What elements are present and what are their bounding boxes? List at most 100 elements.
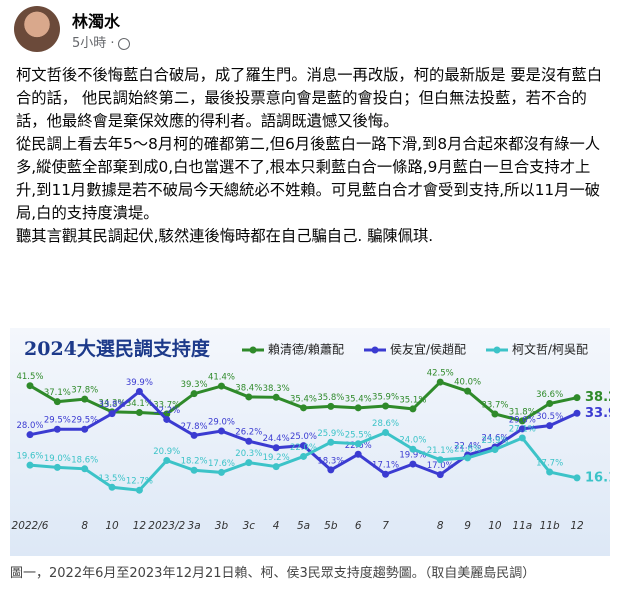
chart: 2024大選民調支持度 賴清德/賴蕭配 侯友宜/侯趙配 柯文哲/柯吳配 2022/6 8… xyxy=(10,328,610,556)
x-tick-label: 6 xyxy=(355,520,362,532)
data-label: 12.7% xyxy=(126,477,153,487)
data-point xyxy=(573,474,581,482)
data-point xyxy=(546,468,554,476)
data-label: 27.1% xyxy=(509,424,536,434)
data-point xyxy=(245,393,253,401)
data-point xyxy=(518,425,526,433)
data-label: 31.8% xyxy=(509,407,536,417)
data-point xyxy=(190,390,198,398)
data-point xyxy=(26,431,34,439)
data-point xyxy=(518,434,526,442)
timestamp[interactable]: 5小時 · xyxy=(72,32,130,51)
data-point xyxy=(464,387,472,395)
x-tick-label: 10 xyxy=(488,520,502,532)
data-point xyxy=(382,429,390,437)
data-label: 23.9% xyxy=(481,436,508,446)
data-point xyxy=(518,417,526,425)
data-point xyxy=(382,402,390,410)
data-point xyxy=(53,398,61,406)
data-label: 24.0% xyxy=(399,436,426,446)
data-point xyxy=(300,404,307,412)
x-tick-label: 12 xyxy=(570,520,584,532)
data-point xyxy=(245,437,253,445)
data-point xyxy=(464,454,472,462)
data-point xyxy=(217,468,225,476)
x-tick-label: 10 xyxy=(105,520,119,532)
data-point xyxy=(26,461,34,469)
data-point xyxy=(81,465,89,473)
data-label: 18.2% xyxy=(181,457,208,467)
data-label: 33.9% xyxy=(585,406,610,421)
data-point xyxy=(573,409,581,417)
data-label: 13.5% xyxy=(99,474,126,484)
author-name[interactable]: 林濁水 xyxy=(72,12,121,31)
data-point xyxy=(573,394,581,402)
data-label: 39.9% xyxy=(126,378,153,388)
data-point xyxy=(491,446,499,454)
data-label: 19.0% xyxy=(44,454,71,464)
chart-title: 2024大選民調支持度 xyxy=(24,337,211,360)
data-label: 18.3% xyxy=(317,456,344,466)
x-tick-label: 11b xyxy=(540,520,560,532)
data-point xyxy=(300,452,307,460)
data-label: 25.0% xyxy=(290,432,317,442)
data-point xyxy=(354,440,362,448)
x-tick-label: 2023/2 xyxy=(148,520,185,532)
data-point xyxy=(436,456,444,464)
data-point xyxy=(135,409,143,417)
data-point xyxy=(135,388,143,396)
data-label: 41.4% xyxy=(208,373,235,383)
data-point xyxy=(546,399,554,407)
data-point xyxy=(81,395,89,403)
data-label: 34.1% xyxy=(126,399,153,409)
data-point xyxy=(354,404,362,412)
caption: 圖一，2022年6月至2023年12月21日賴、柯、侯3民眾支持度趨勢圖。（取自… xyxy=(10,566,536,581)
x-tick-label: 8 xyxy=(437,520,444,532)
data-label: 37.1% xyxy=(44,388,71,398)
x-tick-label: 5b xyxy=(324,520,338,532)
data-point xyxy=(327,466,335,474)
data-point xyxy=(300,442,307,450)
data-label: 41.5% xyxy=(16,372,43,382)
data-label: 39.3% xyxy=(181,380,208,390)
data-label: 35.4% xyxy=(345,394,372,404)
data-point xyxy=(53,463,61,471)
legend-label: 侯友宜/侯趙配 xyxy=(390,342,466,357)
avatar[interactable] xyxy=(14,6,60,52)
data-label: 17.0% xyxy=(427,461,454,471)
data-label: 35.1% xyxy=(399,395,426,405)
data-label: 32.2% xyxy=(153,406,180,416)
data-label: 17.6% xyxy=(208,459,235,469)
data-label: 20.9% xyxy=(153,447,180,457)
data-point xyxy=(272,393,280,401)
data-label: 28.6% xyxy=(372,419,399,429)
data-point xyxy=(272,444,280,452)
paragraph: 聽其言觀其民調起伏,駭然連後悔時都在自己騙自己. 騙陳佩琪. xyxy=(16,227,434,245)
legend-label: 柯文哲/柯吳配 xyxy=(512,342,588,357)
x-tick-label: 9 xyxy=(464,520,471,532)
data-point xyxy=(163,415,171,423)
x-tick-label: 3a xyxy=(188,520,201,532)
data-label: 16.1% xyxy=(585,470,610,485)
data-point xyxy=(217,382,225,390)
data-label: 33.8% xyxy=(99,400,126,410)
data-label: 38.4% xyxy=(235,383,262,393)
data-point xyxy=(190,466,198,474)
data-label: 24.4% xyxy=(263,434,290,444)
x-tick-label: 4 xyxy=(273,520,280,532)
data-label: 29.0% xyxy=(208,418,235,428)
data-label: 20.3% xyxy=(235,449,262,459)
data-label: 19.9% xyxy=(399,451,426,461)
data-label: 38.3% xyxy=(263,384,290,394)
x-tick-label: 12 xyxy=(133,520,147,532)
data-label: 35.4% xyxy=(290,394,317,404)
data-point xyxy=(354,450,362,458)
data-label: 26.2% xyxy=(235,428,262,438)
data-label: 34.3% xyxy=(99,398,126,408)
x-tick-label: 2022/6 xyxy=(12,520,49,532)
paragraph: 柯文哲後不後悔藍白合破局，成了羅生門。消息一再改版，柯的最新版是 要是沒有藍白合… xyxy=(16,66,603,130)
data-label: 25.9% xyxy=(317,429,344,439)
legend-dot xyxy=(371,346,379,354)
data-label: 29.5% xyxy=(71,416,98,426)
